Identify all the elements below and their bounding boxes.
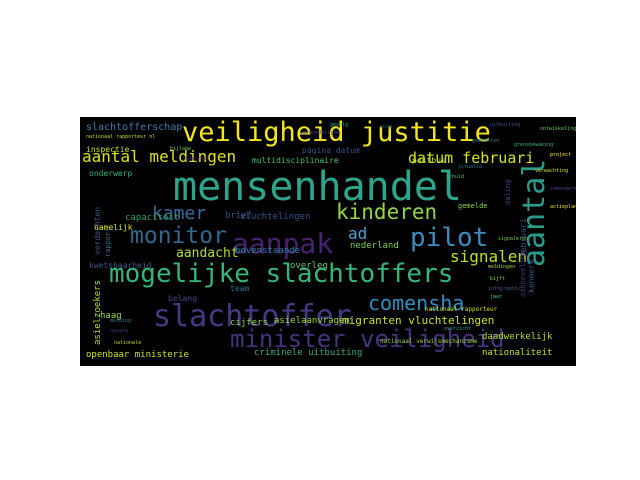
word-slachtoffer: slachtoffer	[153, 299, 352, 334]
word-gevolg: gevolg	[330, 122, 349, 128]
word-asielaanvragen: asielaanvragen	[274, 316, 350, 326]
word-nationale: nationale	[114, 340, 142, 346]
word-gemeenten: gemeenten	[472, 138, 500, 144]
word-monitor: monitor	[130, 223, 227, 249]
word-vluchtelingen: vluchtelingen	[240, 212, 311, 222]
word-daadwerkelijk: daadwerkelijk	[482, 332, 553, 342]
word-zorg: zorg	[380, 124, 393, 130]
word-overzicht: overzicht	[444, 326, 472, 332]
word-onderwerp: onderwerp	[89, 169, 133, 178]
word-overleg: overleg	[290, 261, 328, 271]
word-nationaal-rapporteur: nationaal rapporteur	[425, 306, 498, 313]
word-nationaal-rapporteur-nl: nationaal rapporteur nl	[86, 134, 156, 140]
word-cloud: mensenhandel veiligheid justitie mogelij…	[80, 117, 576, 366]
word-migranten-vluchtelingen: migranten vluchtelingen	[342, 314, 495, 327]
word-mogelijke-slachtoffers: mogelijke slachtoffers	[109, 259, 454, 289]
word-signaleren: signaleren	[498, 236, 529, 242]
word-comensha: comensha	[368, 291, 465, 315]
word-jaar: jaar	[490, 294, 503, 300]
word-kwetsbaarheid: kwetsbaarheid	[89, 261, 152, 270]
word-grensbewaking: grensbewaking	[514, 142, 554, 148]
word-postbus: postbus	[412, 156, 446, 165]
word-minister-veiligheid: minister veiligheid	[230, 325, 505, 353]
word-vermoedelijke: vermoedelijke	[300, 130, 340, 136]
word-bijlage: bijlage	[170, 146, 192, 152]
word-multidisciplinaire: multidisciplinaire	[252, 156, 339, 165]
word-uitbuiting: uitbuiting	[490, 122, 521, 128]
word-kijft: kijft	[490, 276, 506, 282]
word-asielzoekers: asielzoekers	[93, 279, 103, 345]
word-openbaar-ministerie: openbaar ministerie	[86, 350, 189, 360]
word-daling: daling	[504, 179, 512, 205]
word-haag: haag	[100, 311, 122, 321]
word-cijfers: cijfers	[230, 318, 268, 328]
word-kinderen: kinderen	[336, 200, 438, 224]
word-infographic: infographic	[488, 286, 522, 292]
word-capaciteit: capaciteit	[125, 213, 180, 223]
word-melding: melding	[110, 318, 132, 324]
word-bovenstaande: bovenstaande	[235, 246, 301, 256]
word-aantal-meldingen: aantal meldingen	[82, 147, 237, 166]
word-meldingen: meldingen	[488, 264, 516, 270]
word-belang: belang	[168, 294, 197, 303]
word-nationaliteit: nationaliteit	[482, 348, 553, 358]
word-opvang: opvang	[110, 328, 129, 334]
word-aandacht: aandacht	[176, 246, 239, 261]
word-ontwikkeling: ontwikkeling	[540, 126, 576, 132]
word-inspectie: inspectie	[86, 145, 130, 154]
word-samenwerking: samenwerking	[550, 186, 576, 192]
word-namelijk: namelijk	[94, 223, 133, 232]
word-gemelde: gemelde	[458, 202, 488, 210]
word-pilot: pilot	[410, 223, 489, 253]
word-team: team	[230, 284, 250, 293]
word-project: project	[550, 152, 572, 158]
word-actieplan: actieplan	[550, 204, 576, 210]
word-rapport: rapport	[104, 227, 112, 257]
word-aanpak: aanpak	[232, 227, 334, 260]
word-slachtofferschap: slachtofferschap	[86, 122, 183, 133]
word-ad: ad	[348, 224, 368, 243]
word-schuld: schuld	[446, 174, 465, 180]
word-onderzoek: onderzoek	[182, 156, 210, 162]
word-kamer: kamer	[152, 203, 207, 224]
word-kenmerk: kenmerk	[527, 259, 536, 293]
word-verwachting: verwachting	[535, 168, 569, 174]
word-veiligheid-justitie: veiligheid justitie	[182, 117, 491, 148]
word-pagina-datum: pagina datum	[302, 146, 360, 155]
word-mensenhandel: mensenhandel	[173, 164, 462, 210]
word-nationaal-verwijsmechanisme: nationaal verwijsmechanisme	[380, 338, 478, 345]
word-brief: brief	[225, 211, 253, 221]
word-signalen: signalen	[450, 247, 528, 266]
word-situatie: situatie	[458, 164, 483, 170]
word-criminele-uitbuiting: criminele uitbuiting	[254, 348, 363, 358]
word-datum-februari: datum februari	[408, 149, 535, 167]
word-nederland: nederland	[350, 241, 399, 251]
